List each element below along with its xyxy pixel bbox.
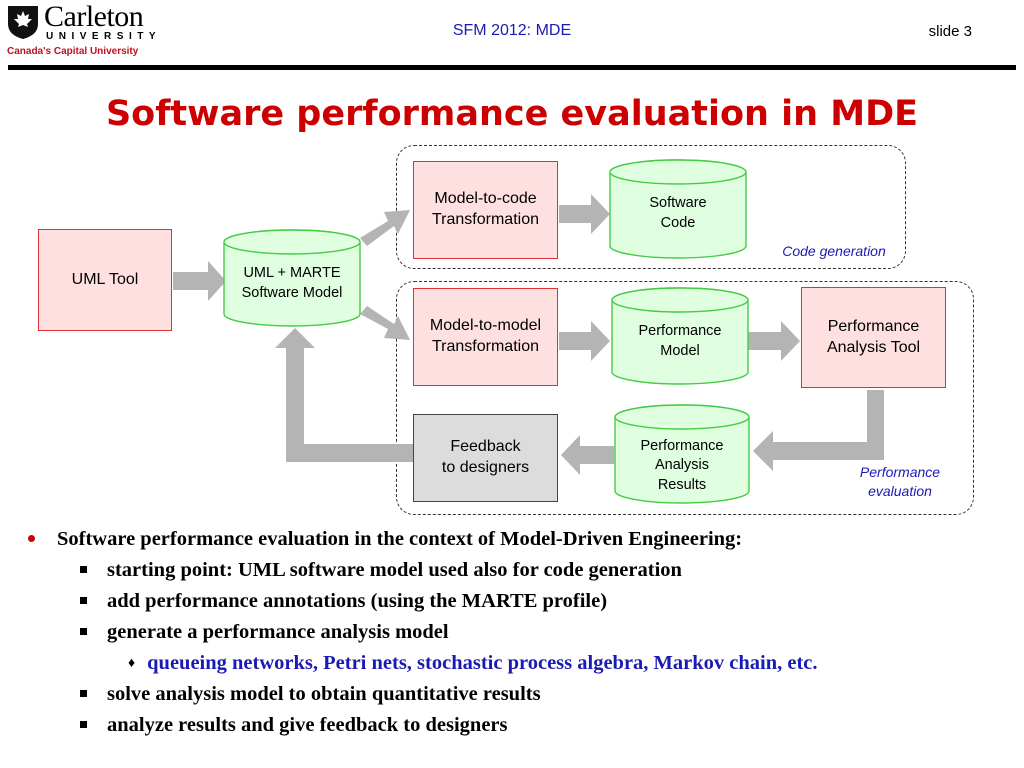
tool-line2: Analysis Tool [826,338,921,356]
header-divider [8,65,1016,70]
arrow-feedback-to-model [275,328,413,462]
bullet-sub-5-text: analyze results and give feedback to des… [107,714,508,736]
uml-tool-box: UML Tool [38,229,172,331]
arrow-model-to-m2c [360,210,410,246]
bullet-sub-4: solve analysis model to obtain quantitat… [80,683,541,706]
bullet-sub-3-text: generate a performance analysis model [107,621,449,643]
bullet-square [80,720,87,728]
perfmodel-line1: Performance [638,323,722,340]
bullet-square [80,689,87,697]
m2m-line1: Model-to-model [429,317,542,335]
bullet-square [80,596,87,604]
performance-results-label: Performance Analysis Results [615,430,749,502]
header-conference: SFM 2012: MDE [452,22,572,39]
perf-eval-line2: evaluation [868,482,932,499]
arrow-m2m-to-perfmodel [559,321,610,361]
software-code-label: Software Code [610,186,746,242]
bullet-dot [28,534,35,542]
results-line2: Analysis [654,457,709,474]
slide-title: Software performance evaluation in MDE [105,94,919,134]
performance-evaluation-group [396,281,974,515]
arrow-results-to-feedback [561,435,614,475]
bullet-sub-3: generate a performance analysis model [80,621,449,644]
arrow-tool-to-results [753,390,884,471]
perfmodel-line2: Model [660,343,700,359]
logo-university: UNIVERSITY [46,31,162,42]
m2c-line1: Model-to-code [434,190,537,208]
code-line1: Software [649,195,707,212]
results-line3: Results [657,476,707,493]
bullet-sub-4-text: solve analysis model to obtain quantitat… [107,683,541,705]
bullet-square [80,627,87,635]
perf-eval-line1: Performance [859,464,941,480]
bullet-subsub-text: queueing networks, Petri nets, stochasti… [147,652,818,674]
m2m-line2: Transformation [432,338,539,355]
uml-model-line1: UML + MARTE [243,265,341,282]
performance-model-label: Performance Model [612,314,748,370]
feedback-line2: to designers [441,459,530,476]
carleton-crest-logo [8,6,38,39]
bullet-subsub: ♦ queueing networks, Petri nets, stochast… [128,652,818,675]
arrow-model-to-m2m [360,306,410,340]
uml-tool-label: UML Tool [71,270,139,288]
tool-line1: Performance [827,317,920,335]
uml-model-label: UML + MARTE Software Model [224,256,360,312]
performance-evaluation-caption: Performance evaluation [836,463,964,501]
diamond-bullet-icon: ♦ [128,656,136,671]
bullet-main-text: Software performance evaluation in the c… [57,528,743,550]
model-to-code-box: Model-to-code Transformation [413,161,558,259]
code-generation-group [396,145,906,269]
logo-tagline: Canada's Capital University [7,46,139,57]
slide-number: slide 3 [928,23,972,40]
uml-model-line2: Software Model [241,285,343,301]
logo-wordmark: Carleton [44,0,144,33]
bullet-sub-5: analyze results and give feedback to des… [80,714,508,737]
bullet-sub-2: add performance annotations (using the M… [80,590,607,613]
arrow-uml-tool-to-model [173,261,226,301]
bullet-sub-2-text: add performance annotations (using the M… [107,590,608,612]
bullet-sub-1: starting point: UML software model used … [80,559,682,582]
feedback-box: Feedback to designers [413,414,558,502]
code-line2: Code [660,215,696,231]
performance-analysis-tool-box: Performance Analysis Tool [801,287,946,388]
results-line1: Performance [640,437,724,454]
arrow-perfmodel-to-tool [748,321,800,361]
bullet-square [80,565,87,573]
feedback-line1: Feedback [450,438,521,456]
bullet-sub-1-text: starting point: UML software model used … [107,559,682,581]
arrow-m2c-to-code [559,194,610,234]
code-generation-caption: Code generation [782,243,886,259]
bullet-main: Software performance evaluation in the c… [28,528,742,551]
m2c-line2: Transformation [432,211,539,228]
model-to-model-box: Model-to-model Transformation [413,288,558,386]
